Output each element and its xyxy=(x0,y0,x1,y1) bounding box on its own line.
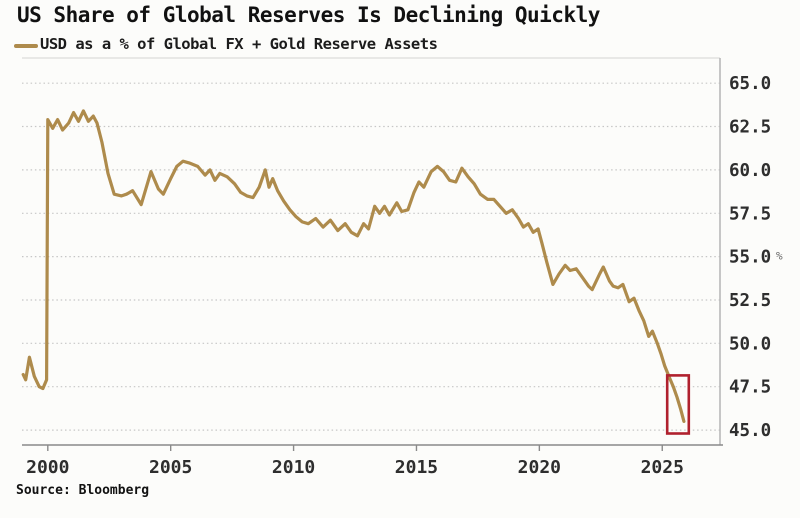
x-tick-label: 2005 xyxy=(149,457,192,478)
x-tick-label: 2010 xyxy=(272,457,315,478)
source-note: Source: Bloomberg xyxy=(16,483,150,498)
y-tick-label: 65.0 xyxy=(729,74,771,94)
series-line-usd-share xyxy=(21,109,686,423)
y-tick-label: 50.0 xyxy=(729,334,771,354)
legend-line-swatch-icon xyxy=(14,44,38,48)
chart-title: US Share of Global Reserves Is Declining… xyxy=(17,3,600,27)
highlight-box xyxy=(665,374,691,435)
x-tick-label: 2020 xyxy=(518,457,561,478)
x-tick-label: 2025 xyxy=(641,457,684,478)
y-axis-unit-label: % xyxy=(776,250,783,263)
legend-label: USD as a % of Global FX + Gold Reserve A… xyxy=(40,35,438,53)
y-tick-label: 52.5 xyxy=(729,291,771,311)
y-tick-label: 45.0 xyxy=(729,421,771,441)
y-tick-label: 47.5 xyxy=(729,378,771,398)
y-tick-label: 55.0 xyxy=(729,248,771,268)
y-tick-label: 57.5 xyxy=(729,204,771,224)
y-tick-label: 62.5 xyxy=(729,118,771,138)
x-tick-label: 2015 xyxy=(395,457,438,478)
y-tick-label: 60.0 xyxy=(729,161,771,181)
x-tick-label: 2000 xyxy=(26,457,69,478)
